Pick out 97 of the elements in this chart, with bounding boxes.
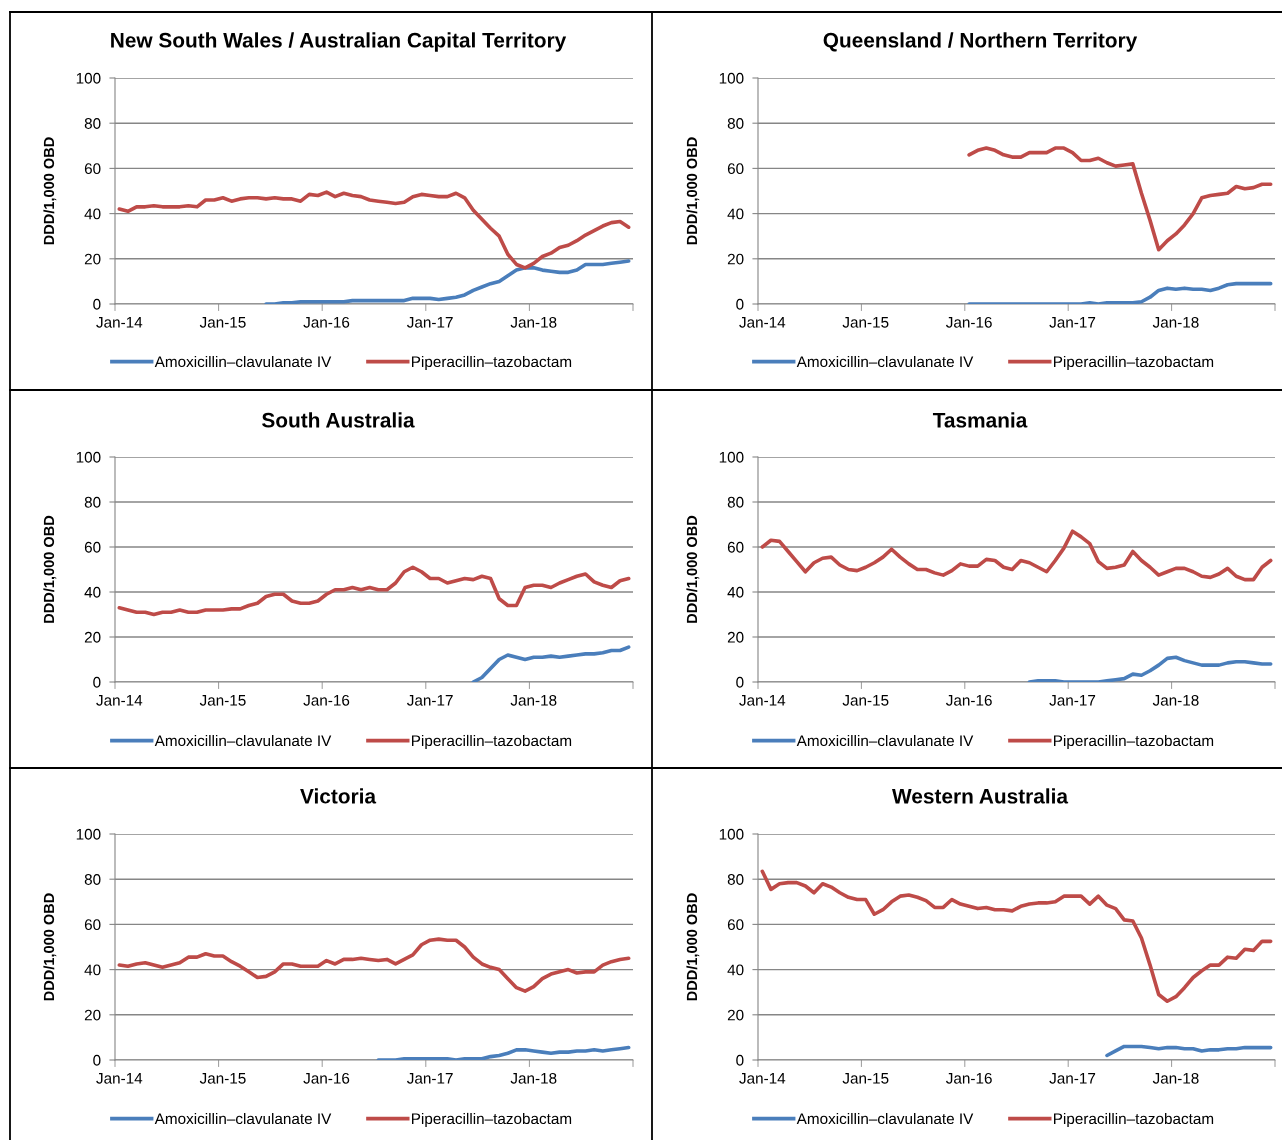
x-tick-label: Jan-16: [303, 1072, 350, 1084]
legend-label: Piperacillin–tazobactam: [412, 355, 572, 371]
y-tick-label: 60: [84, 163, 101, 175]
legend-label: Piperacillin–tazobactam: [412, 1112, 572, 1128]
y-tick-label: 100: [719, 451, 744, 463]
x-tick-label: Jan-14: [739, 1073, 786, 1084]
y-tick-label: 20: [84, 631, 101, 643]
x-tick-label: Jan-15: [199, 1073, 246, 1084]
y-tick-label: 100: [76, 828, 101, 840]
chart-title: Tasmania: [932, 412, 1028, 428]
y-tick-label: 20: [727, 1009, 744, 1021]
y-tick-label: 20: [727, 631, 744, 643]
x-tick-label: Jan-14: [96, 695, 143, 706]
chart-title: New South Wales / Australian Capital Territory: [111, 32, 567, 52]
y-tick-label: 0: [93, 298, 101, 310]
y-tick-label: 20: [84, 1009, 101, 1021]
x-tick-label: Jan-16: [303, 316, 350, 328]
y-tick-label: 40: [727, 964, 744, 976]
legend-label: Amoxicillin–clavulanate IV: [796, 734, 974, 747]
y-tick-label: 40: [727, 208, 744, 220]
x-tick-label: Jan-15: [842, 695, 889, 706]
x-tick-label: Jan-18: [1152, 316, 1199, 328]
legend-label: Piperacillin–tazobactam: [1054, 1112, 1214, 1128]
y-tick-label: 80: [727, 496, 744, 508]
y-tick-label: 40: [727, 586, 744, 598]
chart-title: Queensland / Northern Territory: [823, 32, 1138, 52]
legend-label: Amoxicillin–clavulanate IV: [154, 1112, 332, 1125]
legend-label: Amoxicillin–clavulanate IV: [154, 734, 332, 747]
x-tick-label: Jan-17: [407, 1073, 453, 1084]
line-series: [1105, 1044, 1273, 1058]
y-tick-label: 80: [84, 118, 101, 129]
y-tick-label: 80: [727, 874, 744, 885]
x-tick-label: Jan-15: [842, 1073, 889, 1084]
x-tick-label: Jan-16: [945, 1072, 992, 1084]
y-axis-title: DDD/1,000 OBD: [43, 515, 57, 623]
line-series: [967, 281, 1273, 304]
x-tick-label: Jan-15: [842, 317, 889, 328]
y-tick-label: 20: [84, 253, 101, 265]
x-tick-label: Jan-14: [96, 317, 143, 328]
y-tick-label: 0: [93, 676, 101, 688]
y-tick-label: 60: [84, 919, 101, 931]
y-tick-label: 80: [84, 874, 101, 885]
line-series: [471, 645, 631, 682]
y-tick-label: 0: [93, 1054, 101, 1066]
line-series: [264, 259, 631, 304]
x-tick-label: Jan-16: [945, 694, 992, 706]
chart-title: South Australia: [262, 412, 415, 428]
chart-title: Victoria: [300, 788, 377, 804]
y-tick-label: 0: [736, 298, 744, 310]
y-tick-label: 80: [727, 118, 744, 129]
y-tick-label: 100: [719, 72, 744, 84]
x-tick-label: Jan-17: [1049, 317, 1096, 328]
line-series: [1027, 655, 1273, 682]
y-tick-label: 100: [719, 828, 744, 840]
y-tick-label: 40: [84, 586, 101, 598]
y-axis-title: DDD/1,000 OBD: [686, 893, 700, 1001]
x-tick-label: Jan-16: [945, 316, 992, 328]
line-series: [967, 146, 1273, 252]
y-tick-label: 0: [736, 676, 744, 688]
x-tick-label: Jan-17: [1049, 1073, 1096, 1084]
legend-label: Amoxicillin–clavulanate IV: [796, 355, 974, 368]
x-tick-label: Jan-18: [1152, 1072, 1199, 1084]
y-tick-label: 80: [84, 496, 101, 508]
y-axis-title: DDD/1,000 OBD: [686, 515, 700, 623]
chart-title: Western Australia: [892, 788, 1069, 804]
legend-label: Piperacillin–tazobactam: [1054, 355, 1214, 371]
legend-label: Piperacillin–tazobactam: [1054, 734, 1214, 750]
y-axis-title: DDD/1,000 OBD: [43, 137, 57, 245]
x-tick-label: Jan-18: [510, 316, 557, 328]
x-tick-label: Jan-17: [407, 695, 453, 706]
x-tick-label: Jan-17: [407, 317, 453, 328]
y-axis-title: DDD/1,000 OBD: [43, 893, 57, 1001]
y-tick-label: 40: [84, 964, 101, 976]
x-tick-label: Jan-15: [199, 317, 246, 328]
x-tick-label: Jan-18: [1152, 694, 1199, 706]
y-tick-label: 100: [76, 72, 101, 84]
y-tick-label: 40: [84, 208, 101, 220]
line-series: [376, 1045, 631, 1060]
x-tick-label: Jan-14: [96, 1073, 143, 1084]
x-tick-label: Jan-17: [1049, 695, 1096, 706]
legend-label: Amoxicillin–clavulanate IV: [154, 355, 332, 368]
y-tick-label: 60: [727, 163, 744, 175]
x-tick-label: Jan-18: [510, 1072, 557, 1084]
x-tick-label: Jan-18: [510, 694, 557, 706]
y-tick-label: 0: [736, 1054, 744, 1066]
y-tick-label: 60: [727, 919, 744, 931]
y-tick-label: 100: [76, 451, 101, 463]
y-tick-label: 60: [84, 541, 101, 553]
y-tick-label: 60: [727, 541, 744, 553]
x-tick-label: Jan-14: [739, 695, 786, 706]
legend-label: Piperacillin–tazobactam: [412, 734, 572, 750]
legend-label: Amoxicillin–clavulanate IV: [796, 1112, 974, 1125]
x-tick-label: Jan-16: [303, 694, 350, 706]
x-tick-label: Jan-15: [199, 695, 246, 706]
x-tick-label: Jan-14: [739, 317, 786, 328]
y-tick-label: 20: [727, 253, 744, 265]
y-axis-title: DDD/1,000 OBD: [686, 137, 700, 245]
